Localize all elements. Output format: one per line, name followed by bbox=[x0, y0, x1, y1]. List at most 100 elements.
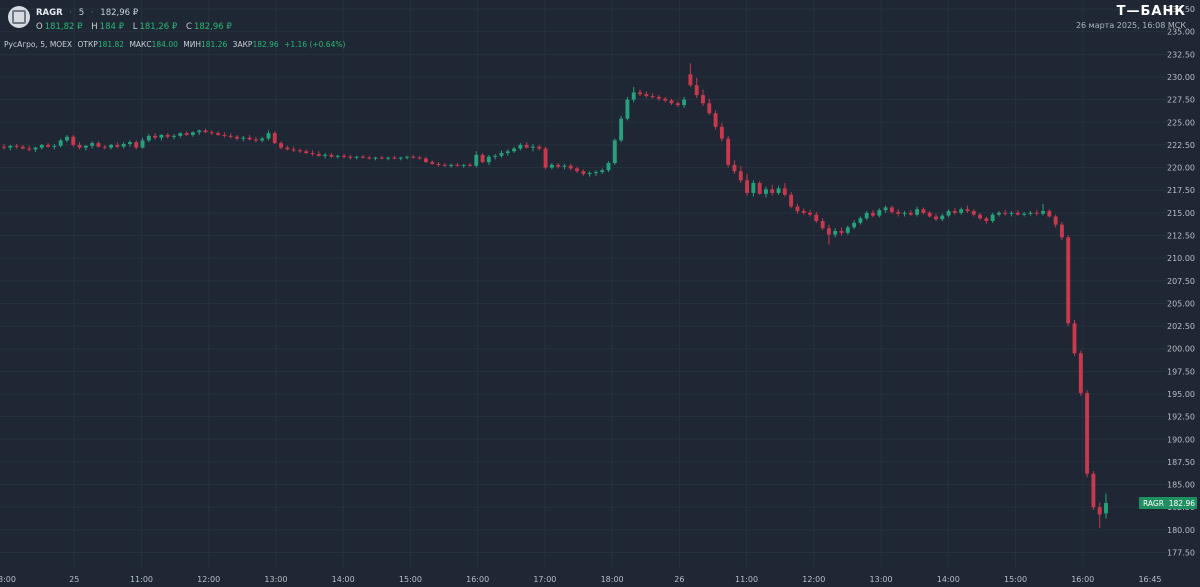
y-tick-label: 190.00 bbox=[1167, 435, 1195, 444]
candle bbox=[543, 146, 548, 170]
candle bbox=[392, 155, 397, 160]
candle-body bbox=[1022, 213, 1027, 215]
candle bbox=[782, 182, 787, 197]
candle bbox=[883, 205, 888, 213]
candle-body bbox=[625, 99, 630, 119]
candle-body bbox=[449, 164, 454, 166]
candle bbox=[606, 161, 611, 173]
candle-body bbox=[342, 155, 346, 157]
candle bbox=[984, 216, 989, 224]
y-tick-label: 205.00 bbox=[1167, 299, 1195, 308]
candle bbox=[738, 165, 743, 183]
candle bbox=[568, 163, 573, 171]
candle-body bbox=[644, 94, 649, 97]
candle-body bbox=[726, 138, 731, 165]
legend-low: 181.26 bbox=[201, 40, 228, 49]
candle-body bbox=[965, 209, 970, 212]
candle-body bbox=[285, 147, 290, 150]
candle-body bbox=[1003, 212, 1008, 214]
candle bbox=[354, 155, 359, 160]
candle-body bbox=[770, 189, 775, 193]
y-tick-label: 217.50 bbox=[1167, 186, 1195, 195]
candle bbox=[178, 132, 183, 138]
candle-body bbox=[713, 113, 718, 127]
candle bbox=[593, 170, 598, 176]
candle bbox=[241, 135, 246, 142]
interval[interactable]: 5 bbox=[78, 8, 85, 18]
candle bbox=[39, 144, 44, 150]
last-price-ticker: RAGR bbox=[1143, 499, 1164, 508]
candle-body bbox=[707, 103, 712, 114]
y-tick-label: 225.00 bbox=[1167, 118, 1195, 127]
candle-body bbox=[266, 133, 271, 139]
candle bbox=[820, 218, 825, 231]
candle-body bbox=[335, 155, 340, 157]
candle-body bbox=[934, 216, 938, 220]
candle-body bbox=[493, 155, 498, 157]
candle-body bbox=[1034, 212, 1039, 214]
candle-body bbox=[701, 95, 705, 104]
y-tick-label: 177.50 bbox=[1167, 549, 1195, 558]
candle-body bbox=[845, 227, 850, 233]
candle bbox=[442, 163, 447, 167]
ticker-symbol[interactable]: RAGR bbox=[36, 8, 63, 18]
candle-body bbox=[896, 211, 901, 214]
candle-body bbox=[864, 212, 869, 219]
candle bbox=[1059, 221, 1064, 241]
candle bbox=[1022, 211, 1027, 217]
candle-body bbox=[871, 212, 875, 216]
candle bbox=[417, 155, 422, 160]
candle bbox=[713, 110, 718, 130]
candle-body bbox=[1085, 393, 1090, 474]
candle-body bbox=[417, 157, 422, 159]
price-axis: 177.50180.00182.50185.00187.50190.00192.… bbox=[1167, 5, 1195, 557]
candle bbox=[8, 144, 13, 151]
candle-body bbox=[442, 164, 447, 166]
x-tick-label: 12:00 bbox=[802, 575, 825, 584]
candle bbox=[927, 211, 932, 218]
candle-body bbox=[1091, 473, 1096, 508]
candle-body bbox=[524, 144, 529, 148]
candle-body bbox=[329, 154, 334, 157]
x-tick-label: 13:00 bbox=[870, 575, 893, 584]
candle-body bbox=[795, 206, 800, 212]
candle bbox=[235, 134, 239, 141]
candle bbox=[184, 131, 189, 136]
x-tick-label: 12:00 bbox=[197, 575, 220, 584]
candle bbox=[379, 155, 384, 160]
candle bbox=[732, 160, 737, 174]
candle-body bbox=[512, 148, 517, 152]
candle bbox=[310, 150, 315, 156]
candle bbox=[423, 156, 428, 164]
legend-high: 184.00 bbox=[151, 40, 178, 49]
series-name: РусАгро, 5, MOEX bbox=[4, 40, 73, 49]
candle-body bbox=[1028, 212, 1033, 214]
candle-body bbox=[102, 146, 107, 148]
candle bbox=[549, 163, 554, 170]
x-tick-label: 15:00 bbox=[399, 575, 422, 584]
candle bbox=[908, 210, 913, 216]
candle-body bbox=[2, 146, 6, 148]
candle-body bbox=[203, 130, 208, 133]
candle bbox=[562, 163, 567, 170]
y-tick-label: 195.00 bbox=[1167, 390, 1195, 399]
candle bbox=[940, 213, 945, 222]
y-tick-label: 185.00 bbox=[1167, 481, 1195, 490]
candle-body bbox=[405, 156, 409, 158]
candle bbox=[27, 145, 32, 152]
candle-body bbox=[146, 135, 151, 141]
candle bbox=[360, 154, 365, 159]
candle-body bbox=[675, 103, 680, 106]
y-tick-label: 212.50 bbox=[1167, 231, 1195, 240]
candle bbox=[826, 224, 831, 245]
candle bbox=[770, 184, 775, 196]
candle-body bbox=[33, 147, 38, 150]
candle-body bbox=[178, 133, 183, 136]
candle bbox=[430, 160, 435, 165]
candle-body bbox=[518, 144, 523, 149]
ohlc-row: O 181,82 ₽ H 184 ₽ L 181,26 ₽ C 182,96 ₽ bbox=[36, 22, 232, 32]
candle-body bbox=[751, 182, 756, 193]
x-tick-label: 14:00 bbox=[332, 575, 355, 584]
candle-body bbox=[757, 182, 762, 194]
